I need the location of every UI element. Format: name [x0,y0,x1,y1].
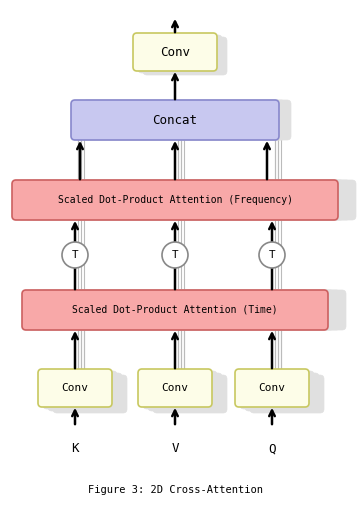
FancyBboxPatch shape [43,371,117,409]
FancyBboxPatch shape [245,373,319,411]
FancyBboxPatch shape [38,369,112,407]
Text: T: T [172,250,178,260]
FancyBboxPatch shape [153,375,227,413]
FancyBboxPatch shape [22,290,328,330]
FancyBboxPatch shape [77,100,285,140]
Text: Conv: Conv [258,383,285,393]
Text: Scaled Dot-Product Attention (Frequency): Scaled Dot-Product Attention (Frequency) [58,195,292,205]
Text: Conv: Conv [62,383,89,393]
FancyBboxPatch shape [235,369,309,407]
Text: Conv: Conv [160,45,190,59]
Text: Conv: Conv [162,383,189,393]
Text: T: T [72,250,78,260]
FancyBboxPatch shape [34,290,340,330]
FancyBboxPatch shape [53,375,127,413]
Text: V: V [171,442,179,456]
Text: K: K [71,442,79,456]
FancyBboxPatch shape [71,100,279,140]
FancyBboxPatch shape [18,180,344,220]
Text: Q: Q [268,442,276,456]
FancyBboxPatch shape [250,375,324,413]
FancyBboxPatch shape [48,373,122,411]
FancyBboxPatch shape [12,180,338,220]
FancyBboxPatch shape [30,180,356,220]
FancyBboxPatch shape [148,373,222,411]
FancyBboxPatch shape [24,180,350,220]
Circle shape [62,242,88,268]
Circle shape [162,242,188,268]
FancyBboxPatch shape [138,35,222,73]
FancyBboxPatch shape [143,37,227,75]
Circle shape [259,242,285,268]
FancyBboxPatch shape [28,290,334,330]
Text: Figure 3: 2D Cross-Attention: Figure 3: 2D Cross-Attention [87,485,262,495]
FancyBboxPatch shape [240,371,314,409]
FancyBboxPatch shape [133,33,217,71]
FancyBboxPatch shape [40,290,346,330]
FancyBboxPatch shape [83,100,291,140]
Text: T: T [269,250,275,260]
FancyBboxPatch shape [143,371,217,409]
Text: Scaled Dot-Product Attention (Time): Scaled Dot-Product Attention (Time) [72,305,278,315]
FancyBboxPatch shape [138,369,212,407]
Text: Concat: Concat [153,114,198,127]
